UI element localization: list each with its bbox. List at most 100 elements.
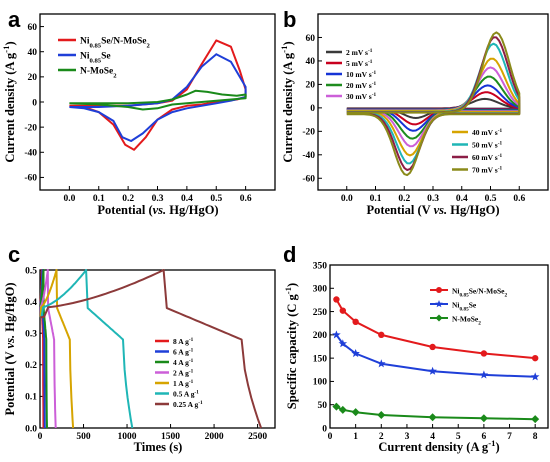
x-tick-label: 1 [353, 432, 358, 442]
plot-frame [329, 264, 549, 429]
y-tick-label: -20 [302, 128, 315, 138]
x-tick-label: 2 [379, 432, 384, 442]
y-tick-label: 0 [310, 104, 315, 114]
data-point [351, 408, 360, 417]
legend-label: 2 mV s-1 [346, 48, 373, 57]
y-tick-label: 200 [313, 331, 328, 341]
x-tick-label: 0.3 [152, 194, 164, 204]
x-tick-label: 1000 [118, 432, 137, 442]
x-tick-label: 0.6 [240, 194, 252, 204]
x-axis-title: Times (s) [134, 440, 183, 454]
data-point [531, 415, 540, 424]
data-point [332, 330, 341, 339]
y-axis-title: Specific capacity (C g-1) [283, 283, 299, 409]
x-tick-label: 0.1 [370, 194, 382, 204]
legend-label: 4 A g-1 [173, 358, 194, 367]
x-axis-title: Current density (A g-1) [378, 438, 499, 454]
data-point [339, 307, 347, 314]
data-point [351, 349, 360, 358]
legend-label: Ni0.85Se [80, 52, 111, 65]
y-tick-label: 20 [28, 73, 38, 83]
x-tick-label: 0 [38, 432, 43, 442]
data-point [338, 339, 348, 348]
data-point [530, 372, 540, 381]
panel-c: c 0 500 1000 1500 2000 2500 0.0 0.1 0.2 0.3 0.4 0.5… [3, 242, 276, 454]
x-tick-label: 0.0 [63, 194, 75, 204]
x-tick-label: 1500 [161, 432, 180, 442]
x-tick-label: 3 [405, 432, 410, 442]
legend-label: 0.5 A g-1 [173, 390, 199, 399]
gcd-curve [39, 269, 75, 429]
x-tick-label: 500 [76, 432, 91, 442]
panel-b: b 0.0 0.1 0.2 0.3 0.4 0.5 0.6 -60 -40 -20 0 20 40 60 P… [279, 7, 549, 217]
y-tick-label: -60 [24, 174, 37, 184]
y-tick-label: 20 [306, 81, 316, 91]
legend-marker [436, 287, 442, 293]
x-tick-label: 0.0 [341, 194, 353, 204]
y-axis-title: Potential (V vs. Hg/HgO) [3, 282, 17, 415]
data-point [332, 402, 341, 411]
x-axis-title: Potential (vs. Hg/HgO) [97, 203, 218, 217]
y-tick-label: 60 [306, 34, 316, 44]
y-tick-label: 0.2 [25, 361, 37, 371]
panel-b-letter: b [283, 7, 296, 32]
legend-label: 5 mV s-1 [346, 59, 373, 68]
panel-c-letter: c [8, 242, 20, 267]
legend-marker [435, 314, 443, 322]
x-tick-label: 0.3 [427, 194, 439, 204]
legend-label: 20 mV s-1 [346, 81, 376, 90]
data-point [377, 359, 386, 368]
panel-a: a 0.0 0.1 0.2 0.3 0.4 0.5 0.6 -60 -40 -20 0 20 40 60 P… [1, 7, 276, 217]
y-axis-title: Current density (A g-1) [279, 41, 295, 162]
gcd-curve [39, 269, 48, 429]
y-tick-label: 40 [306, 57, 316, 67]
x-tick-label: 5 [456, 432, 461, 442]
x-tick-label: 0.2 [398, 194, 410, 204]
gcd-curve [39, 269, 134, 429]
x-tick-label: 0.6 [513, 194, 525, 204]
y-tick-label: 0.1 [25, 393, 37, 403]
y-tick-label: 60 [28, 23, 38, 33]
data-point [480, 350, 488, 357]
data-point [338, 405, 347, 414]
legend-label: 8 A g-1 [173, 337, 194, 346]
gcd-curve [39, 269, 57, 429]
legend-label: Ni0.85Se/N-MoSe2 [452, 287, 508, 299]
panel-a-letter: a [8, 7, 21, 32]
x-tick-label: 0.1 [93, 194, 105, 204]
y-tick-label: -20 [24, 123, 37, 133]
y-tick-label: 300 [313, 285, 328, 295]
legend-label: 30 mV s-1 [346, 92, 376, 101]
plot-frame [39, 269, 276, 429]
x-axis-title: Potential (V vs. Hg/HgO) [366, 203, 499, 217]
y-tick-label: 250 [313, 308, 328, 318]
x-tick-label: 0.4 [456, 194, 468, 204]
data-point [352, 318, 359, 326]
x-tick-label: 0.5 [210, 194, 222, 204]
legend-label: N-MoSe2 [80, 67, 117, 80]
x-tick-label: 0 [328, 432, 333, 442]
y-tick-label: 0.3 [25, 330, 37, 340]
y-tick-label: 0 [32, 98, 37, 108]
legend-label: 50 mV s-1 [472, 141, 502, 150]
gcd-curve [39, 269, 263, 429]
cv-curve [346, 36, 521, 171]
y-tick-label: 100 [313, 378, 328, 388]
y-tick-label: -60 [302, 175, 315, 185]
x-tick-label: 7 [507, 432, 512, 442]
panel-d: d 0 1 2 3 4 5 6 7 8 0 50 100 150 200 250 300 350 Current … [283, 242, 549, 454]
x-tick-label: 2000 [205, 432, 224, 442]
x-tick-label: 0.5 [485, 194, 497, 204]
y-tick-label: 0 [322, 424, 327, 434]
y-tick-label: 50 [318, 401, 328, 411]
x-tick-label: 8 [533, 432, 538, 442]
x-tick-label: 4 [430, 432, 435, 442]
y-tick-label: 0.4 [25, 298, 37, 308]
legend-label: 40 mV s-1 [472, 128, 502, 137]
data-point [531, 354, 539, 362]
data-point [429, 343, 436, 351]
legend-label: 70 mV s-1 [472, 166, 502, 175]
data-point [333, 296, 340, 303]
cv-curve [346, 31, 521, 177]
